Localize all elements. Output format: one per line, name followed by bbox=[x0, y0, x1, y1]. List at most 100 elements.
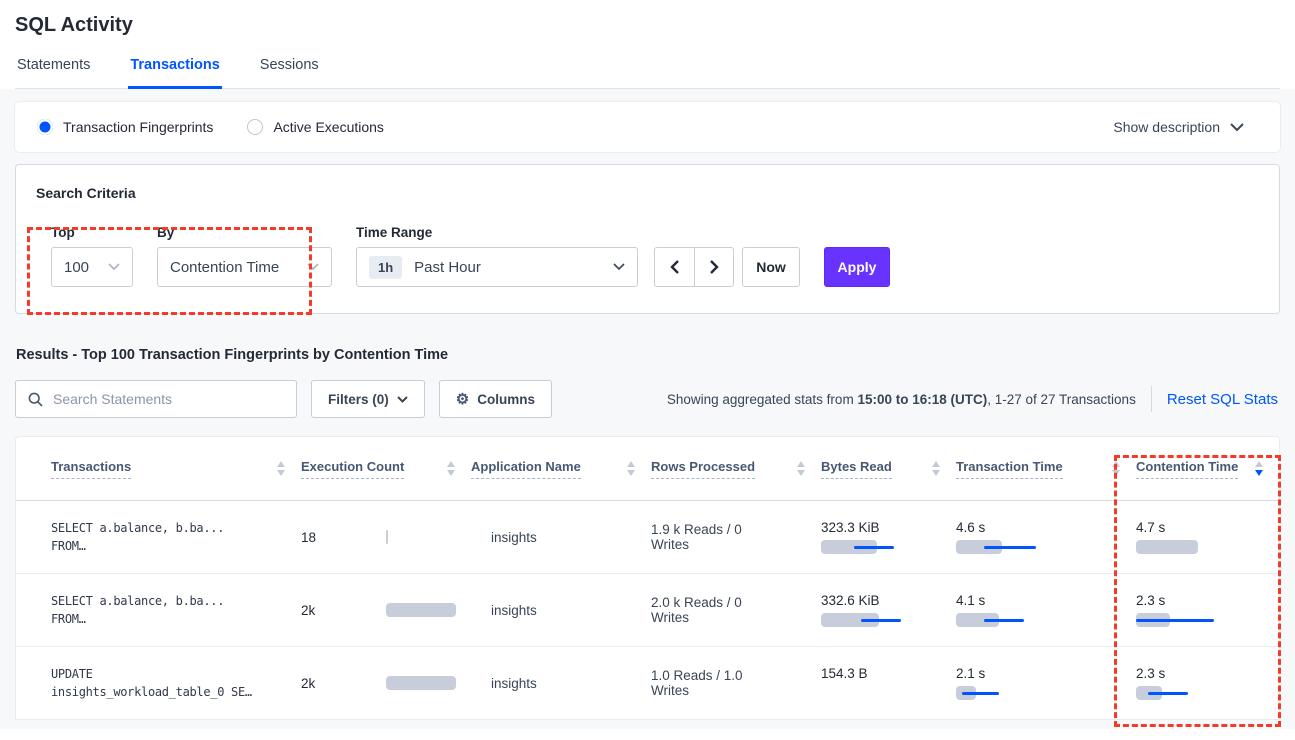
transaction-time-cell-bar bbox=[956, 613, 1066, 627]
execution-count-bar bbox=[386, 603, 456, 617]
column-header-transaction-time[interactable]: Transaction Time bbox=[956, 459, 1136, 479]
filters-label: Filters (0) bbox=[328, 391, 389, 407]
column-header-contention-time[interactable]: Contention Time bbox=[1136, 459, 1279, 479]
transaction-time-cell-value: 4.6 s bbox=[956, 520, 986, 535]
transaction-fingerprint-link[interactable]: SELECT a.balance, b.ba... FROM… bbox=[51, 521, 301, 553]
transaction-time-cell-bar bbox=[956, 540, 1066, 554]
column-header-application-name[interactable]: Application Name bbox=[471, 459, 651, 479]
page-content: Transaction Fingerprints Active Executio… bbox=[0, 89, 1295, 729]
bytes-read-cell-bar bbox=[821, 540, 931, 554]
time-prev-button[interactable] bbox=[654, 247, 694, 287]
contention-time-cell: 4.7 s bbox=[1136, 520, 1279, 554]
apply-button[interactable]: Apply bbox=[824, 247, 890, 287]
show-description-toggle[interactable]: Show description bbox=[1113, 119, 1244, 135]
chevron-right-icon bbox=[709, 260, 719, 274]
table-header-row: Transactions Execution Count Application N… bbox=[16, 437, 1279, 501]
filters-button[interactable]: Filters (0) bbox=[311, 380, 425, 418]
tab-statements[interactable]: Statements bbox=[17, 57, 91, 73]
top-label: Top bbox=[51, 225, 75, 240]
bytes-read-cell-bar bbox=[821, 613, 931, 627]
search-statements-box[interactable] bbox=[15, 380, 297, 418]
execution-count-value: 2k bbox=[301, 675, 316, 691]
chevron-down-icon bbox=[307, 263, 319, 271]
radio-selected-icon[interactable] bbox=[37, 119, 53, 135]
tab-sessions[interactable]: Sessions bbox=[259, 57, 319, 73]
table-row[interactable]: SELECT a.balance, b.ba... FROM… 2k insights… bbox=[16, 574, 1279, 647]
query-text: FROM… bbox=[51, 612, 86, 626]
sort-icon[interactable] bbox=[627, 461, 635, 476]
sort-icon[interactable] bbox=[1112, 461, 1120, 476]
transaction-time-cell: 2.1 s bbox=[956, 666, 1136, 700]
time-range-select[interactable]: 1h Past Hour bbox=[356, 247, 638, 287]
query-text: insights_workload_table_0 SE… bbox=[51, 685, 252, 699]
show-description-label: Show description bbox=[1113, 119, 1220, 135]
query-text: SELECT a.balance, b.ba... bbox=[51, 594, 225, 608]
results-heading: Results - Top 100 Transaction Fingerprin… bbox=[16, 347, 449, 363]
column-header-label: Bytes Read bbox=[821, 459, 892, 479]
by-select-value: Contention Time bbox=[170, 258, 280, 276]
tab-transactions[interactable]: Transactions bbox=[128, 57, 222, 89]
execution-count-cell: 2k bbox=[301, 676, 471, 691]
transaction-fingerprint-link[interactable]: SELECT a.balance, b.ba... FROM… bbox=[51, 594, 301, 626]
bytes-read-cell: 332.6 KiB bbox=[821, 593, 956, 627]
view-toggle-bar: Transaction Fingerprints Active Executio… bbox=[15, 102, 1280, 152]
column-header-rows-processed[interactable]: Rows Processed bbox=[651, 459, 821, 479]
rows-processed-cell: 2.0 k Reads / 0 Writes bbox=[651, 595, 742, 625]
time-next-button[interactable] bbox=[694, 247, 734, 287]
chevron-down-icon bbox=[397, 395, 408, 403]
chevron-down-icon bbox=[1230, 122, 1244, 132]
sort-icon[interactable] bbox=[277, 461, 285, 476]
chevron-left-icon bbox=[670, 260, 679, 274]
execution-count-cell: 18 bbox=[301, 530, 471, 545]
gear-icon: ⚙ bbox=[455, 390, 470, 408]
column-header-transactions[interactable]: Transactions bbox=[51, 459, 301, 479]
application-name-cell: insights bbox=[491, 602, 537, 618]
transaction-time-cell-value: 2.1 s bbox=[956, 666, 986, 681]
bytes-read-cell: 154.3 B bbox=[821, 666, 956, 700]
column-header-label: Rows Processed bbox=[651, 459, 756, 479]
by-label: By bbox=[157, 225, 175, 240]
table-row[interactable]: UPDATE insights_workload_table_0 SE… 2k ins… bbox=[16, 647, 1279, 720]
column-header-label: Contention Time bbox=[1136, 459, 1239, 479]
transaction-time-cell: 4.1 s bbox=[956, 593, 1136, 627]
bytes-read-cell-value: 323.3 KiB bbox=[821, 520, 880, 535]
bytes-read-cell-bar bbox=[821, 686, 931, 700]
contention-time-cell-bar bbox=[1136, 686, 1246, 700]
search-criteria-card: Search Criteria Top 100 By Contention Ti… bbox=[15, 164, 1280, 314]
table-body: SELECT a.balance, b.ba... FROM… 18 insights… bbox=[16, 501, 1279, 720]
radio-transaction-fingerprints[interactable]: Transaction Fingerprints bbox=[37, 119, 213, 135]
now-button[interactable]: Now bbox=[742, 247, 800, 287]
page-title: SQL Activity bbox=[15, 14, 133, 36]
contention-time-cell-value: 2.3 s bbox=[1136, 666, 1166, 681]
table-row[interactable]: SELECT a.balance, b.ba... FROM… 18 insights… bbox=[16, 501, 1279, 574]
search-criteria-title: Search Criteria bbox=[36, 185, 136, 201]
radio-unselected-icon[interactable] bbox=[247, 119, 264, 135]
column-header-bytes-read[interactable]: Bytes Read bbox=[821, 459, 956, 479]
search-statements-input[interactable] bbox=[53, 391, 284, 407]
transaction-fingerprint-link[interactable]: UPDATE insights_workload_table_0 SE… bbox=[51, 667, 301, 699]
sort-icon[interactable] bbox=[797, 461, 805, 476]
transaction-time-cell-value: 4.1 s bbox=[956, 593, 986, 608]
execution-count-value: 2k bbox=[301, 602, 316, 618]
application-name-cell: insights bbox=[491, 529, 537, 545]
radio-active-executions[interactable]: Active Executions bbox=[247, 119, 384, 135]
sort-icon[interactable] bbox=[447, 461, 455, 476]
execution-count-value: 18 bbox=[301, 529, 317, 545]
execution-count-cell: 2k bbox=[301, 603, 471, 618]
execution-count-bar bbox=[386, 530, 388, 544]
by-select[interactable]: Contention Time bbox=[157, 247, 332, 287]
transaction-time-cell-bar bbox=[956, 686, 1066, 700]
transaction-time-cell: 4.6 s bbox=[956, 520, 1136, 554]
columns-button[interactable]: ⚙ Columns bbox=[438, 380, 552, 418]
execution-count-bar bbox=[386, 676, 456, 690]
tab-bar: Statements Transactions Sessions bbox=[15, 57, 1280, 89]
sort-icon[interactable] bbox=[932, 461, 940, 476]
divider bbox=[1150, 386, 1152, 412]
chevron-down-icon bbox=[613, 263, 625, 271]
top-select[interactable]: 100 bbox=[51, 247, 133, 287]
column-header-execution-count[interactable]: Execution Count bbox=[301, 459, 471, 479]
radio-label: Transaction Fingerprints bbox=[63, 119, 214, 135]
sort-icon[interactable] bbox=[1255, 461, 1263, 476]
reset-sql-stats-link[interactable]: Reset SQL Stats bbox=[1166, 390, 1278, 408]
search-icon bbox=[28, 392, 43, 407]
